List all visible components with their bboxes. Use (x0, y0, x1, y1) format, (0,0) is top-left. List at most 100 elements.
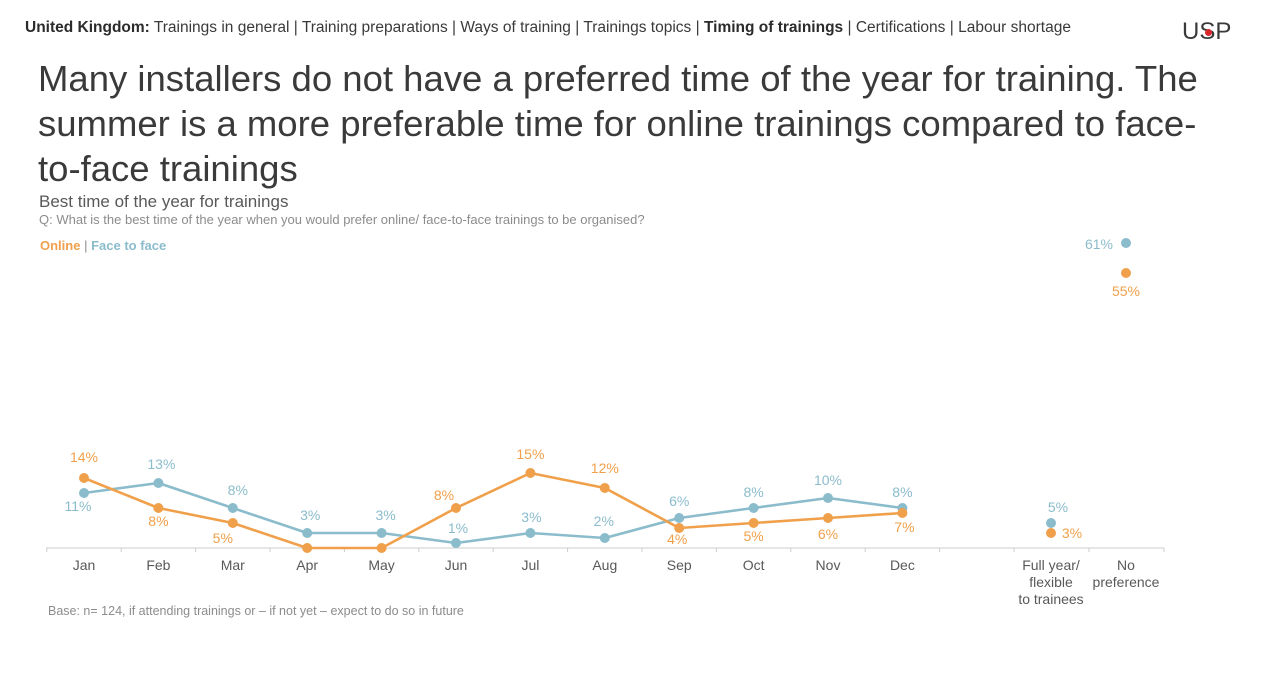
data-point-face-to-face (451, 538, 461, 548)
nav-item-certifications[interactable]: Certifications (855, 19, 946, 36)
data-label-online: 55% (1112, 283, 1140, 299)
data-label-online: 8% (434, 487, 454, 503)
data-label-face-to-face: 13% (147, 456, 175, 472)
data-label-online: 6% (818, 526, 838, 542)
x-tick-label: Jul (521, 557, 539, 573)
x-tick-label: Oct (743, 557, 765, 573)
legend-face-to-face: Face to face (91, 238, 167, 253)
data-point-face-to-face (302, 528, 313, 538)
data-label-online: 15% (516, 446, 544, 462)
data-label-face-to-face: 3% (521, 509, 541, 525)
series-line-face-to-face (83, 481, 903, 545)
x-tick-label: Jan (73, 557, 96, 573)
legend-separator: | (84, 238, 88, 253)
data-label-online: 3% (1062, 525, 1082, 541)
nav-item-ways-of-training[interactable]: Ways of training (460, 19, 571, 36)
data-label-face-to-face: 11% (65, 498, 92, 514)
data-label-face-to-face: 61% (1085, 236, 1113, 252)
data-label-online: 8% (148, 513, 168, 529)
data-label-face-to-face: 5% (1048, 499, 1068, 515)
data-point-face-to-face (227, 503, 238, 513)
chart-legend: Online | Face to face (40, 238, 166, 253)
page-title: Many installers do not have a preferred … (38, 58, 1198, 189)
data-label-online: 4% (667, 531, 687, 547)
data-label-online: 14% (70, 449, 98, 465)
x-tick-label: to trainees (1018, 591, 1083, 607)
x-tick-label: Apr (296, 557, 318, 573)
data-label-face-to-face: 8% (228, 482, 248, 498)
breadcrumb-nav: United Kingdom: Trainings in general | T… (25, 19, 1071, 37)
nav-separator: | (847, 19, 852, 36)
data-point-online (674, 523, 685, 533)
nav-item-training-preparations[interactable]: Training preparations (301, 19, 448, 36)
nav-country: United Kingdom: (25, 19, 150, 36)
data-label-face-to-face: 1% (448, 520, 468, 536)
x-tick-label: Sep (667, 557, 692, 573)
series-line-online (83, 471, 903, 550)
data-label-face-to-face: 3% (300, 507, 320, 523)
data-point-online (227, 518, 238, 528)
x-tick-label: flexible (1029, 574, 1073, 590)
x-tick-label: Aug (592, 557, 617, 573)
data-point-face-to-face (599, 533, 610, 543)
data-point-online (823, 513, 833, 523)
x-tick-label: Mar (221, 557, 245, 573)
nav-separator: | (949, 19, 954, 36)
data-label-face-to-face: 2% (594, 513, 614, 529)
x-tick-label: Full year/ (1022, 557, 1080, 573)
data-point-online (599, 483, 610, 493)
x-tick-label: Nov (816, 557, 841, 573)
x-tick-label: No (1117, 557, 1135, 573)
data-point-face-to-face (1046, 518, 1056, 528)
x-tick-label: Feb (146, 557, 170, 573)
data-point-online (748, 518, 759, 528)
data-point-face-to-face (79, 488, 89, 498)
data-point-online (376, 543, 387, 553)
data-point-online (897, 508, 908, 518)
data-label-face-to-face: 6% (669, 493, 689, 509)
nav-item-trainings-topics[interactable]: Trainings topics (583, 19, 692, 36)
data-point-online (1046, 528, 1056, 538)
nav-separator: | (452, 19, 457, 36)
data-label-online: 7% (894, 519, 914, 535)
data-point-online (1121, 268, 1131, 278)
data-point-face-to-face (376, 528, 387, 538)
data-label-online: 5% (213, 530, 233, 546)
data-point-face-to-face (674, 513, 685, 523)
data-point-face-to-face (823, 493, 833, 503)
legend-online: Online (40, 238, 81, 253)
nav-separator: | (293, 19, 298, 36)
data-label-face-to-face: 3% (375, 507, 395, 523)
data-point-online (525, 468, 536, 478)
data-point-face-to-face (748, 503, 759, 513)
x-tick-label: May (368, 557, 394, 573)
usp-logo: USP (1182, 18, 1231, 46)
data-label-face-to-face: 10% (814, 472, 842, 488)
data-label-face-to-face: 8% (743, 484, 763, 500)
survey-question: Q: What is the best time of the year whe… (39, 212, 645, 227)
nav-separator: | (575, 19, 580, 36)
logo-letter: P (1215, 18, 1232, 45)
x-tick-label: Jun (445, 557, 468, 573)
data-point-online (302, 543, 313, 553)
data-point-face-to-face (525, 528, 536, 538)
data-point-face-to-face (1121, 238, 1131, 248)
nav-item-timing-of-trainings[interactable]: Timing of trainings (703, 19, 844, 36)
base-note: Base: n= 124, if attending trainings or … (48, 604, 464, 618)
data-point-online (451, 503, 461, 513)
x-tick-label: preference (1093, 574, 1160, 590)
data-label-online: 5% (743, 528, 763, 544)
data-label-online: 12% (591, 460, 619, 476)
data-point-face-to-face (153, 478, 164, 488)
chart-subtitle: Best time of the year for trainings (39, 192, 289, 211)
x-tick-label: Dec (890, 557, 915, 573)
nav-item-labour-shortage[interactable]: Labour shortage (958, 19, 1071, 36)
logo-letter-dot: S (1199, 18, 1216, 45)
nav-item-trainings-in-general[interactable]: Trainings in general (153, 19, 290, 36)
logo-letter: U (1182, 18, 1200, 45)
data-label-face-to-face: 8% (892, 484, 912, 500)
data-point-online (153, 503, 164, 513)
data-point-online (79, 473, 89, 483)
nav-separator: | (695, 19, 700, 36)
